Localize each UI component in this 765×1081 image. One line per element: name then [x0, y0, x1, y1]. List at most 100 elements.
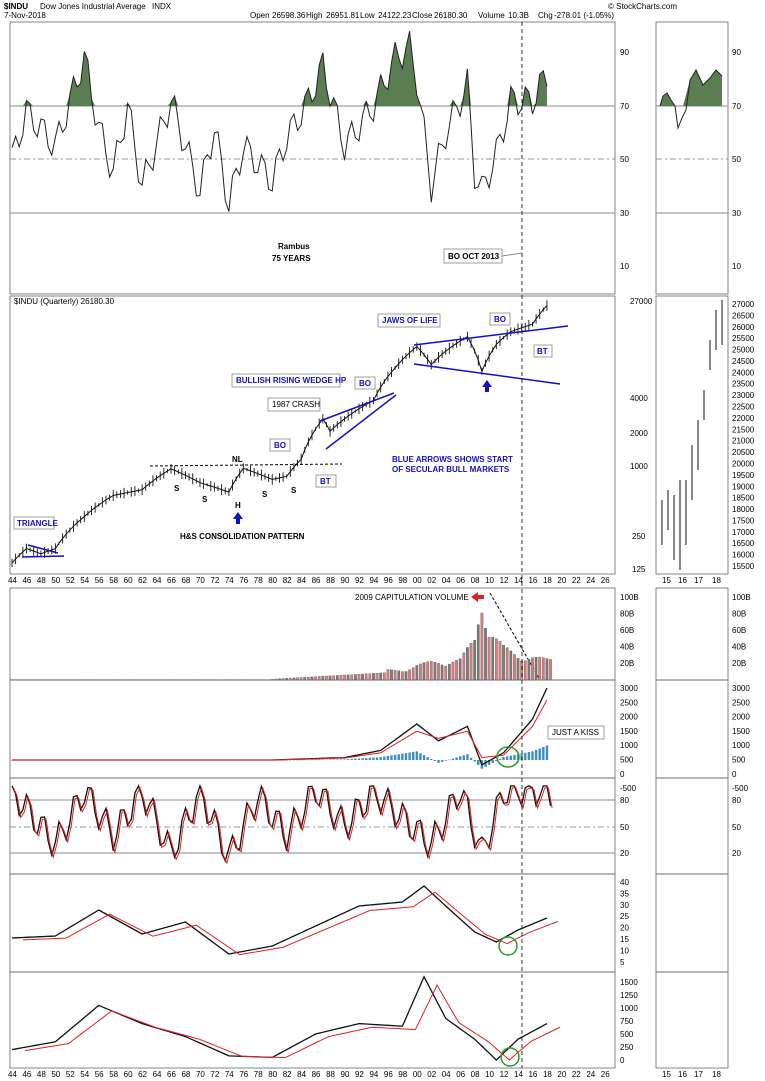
- x-tick-label: 24: [586, 576, 595, 585]
- volume-bar: [299, 677, 303, 681]
- svg-text:17: 17: [694, 1070, 703, 1079]
- red-arrow-icon: [471, 592, 484, 602]
- macd-tick-label: -500: [732, 784, 749, 793]
- x-axis-top: 44 46 48 50 52 54 56 58 60 62 64 66 68 70 72 74 76 78 80 82…: [8, 576, 610, 585]
- x-tick-label: 84: [297, 576, 306, 585]
- volume-label: Volume: [478, 11, 505, 20]
- indicator-1-tick-label: 10: [620, 946, 629, 955]
- volume-bar: [541, 657, 545, 681]
- x-tick-label: 62: [138, 576, 147, 585]
- macd-histogram-bar: [310, 759, 314, 761]
- svg-text:125: 125: [632, 565, 646, 574]
- triangle-upper-line: [27, 544, 59, 554]
- x-tick-label: 78: [254, 576, 263, 585]
- price-tick-label: 16000: [732, 551, 755, 560]
- macd-histogram-bar: [321, 759, 325, 761]
- volume-bar: [325, 675, 328, 681]
- volume-bar: [278, 678, 281, 681]
- close-value: 26180.30: [434, 11, 468, 20]
- macd-histogram-bar: [328, 759, 332, 761]
- jaws-label: JAWS OF LIFE: [382, 316, 438, 325]
- volume-bar: [494, 638, 498, 681]
- indicator-1-tick-label: 20: [620, 924, 629, 933]
- indicator-2-tick-label: 750: [620, 1017, 634, 1026]
- volume-bar: [527, 658, 531, 681]
- stoch-tick-label: 80: [732, 796, 741, 805]
- s-label-4: S: [291, 486, 297, 495]
- volume-bar: [404, 671, 408, 681]
- chg-label: Chg: [538, 11, 553, 20]
- volume-bar: [531, 657, 534, 681]
- low-label: Low: [360, 11, 375, 20]
- price-legend: $INDU (Quarterly) 26180.30: [14, 297, 115, 306]
- macd-histogram-bar: [469, 757, 473, 760]
- price-tick-label: 24000: [732, 368, 755, 377]
- triangle-lower-line: [21, 555, 65, 558]
- volume-bar: [314, 676, 317, 681]
- bt-label-2: BT: [537, 347, 548, 356]
- x-tick-label: 08: [471, 576, 480, 585]
- x-tick-label: 46: [22, 1070, 31, 1079]
- volume-bar: [505, 647, 509, 681]
- x-tick-label: 44: [8, 1070, 17, 1079]
- x-tick-label: 52: [66, 1070, 75, 1079]
- close-label: Close: [412, 11, 433, 20]
- macd-histogram-bar: [314, 759, 317, 761]
- volume-bar: [393, 670, 397, 681]
- macd-histogram-bar: [401, 753, 404, 760]
- s-label-1: S: [174, 484, 180, 493]
- price-tick-label: 27000: [732, 300, 755, 309]
- volume-bar: [502, 644, 505, 681]
- triangle-label: TRIANGLE: [17, 519, 59, 528]
- x-tick-label: 82: [283, 576, 292, 585]
- price-tick-label: 24500: [732, 357, 755, 366]
- macd-histogram-bar: [372, 757, 375, 760]
- macd-histogram-bar: [455, 757, 458, 760]
- macd-line: [12, 687, 548, 766]
- green-circle-icon: [500, 1047, 520, 1067]
- volume-bar: [382, 672, 386, 681]
- volume-bar: [332, 675, 336, 681]
- price-tick-label: 22000: [732, 414, 755, 423]
- macd-histogram-bar: [379, 757, 382, 760]
- indicator-line-2: [11, 975, 548, 1061]
- x-tick-label: 68: [181, 576, 190, 585]
- volume-bar: [433, 662, 437, 681]
- volume-bar: [386, 669, 390, 681]
- wedge-upper-line: [319, 392, 395, 422]
- macd-histogram-bar: [350, 758, 353, 760]
- macd-tick-label: 1000: [620, 741, 638, 750]
- volume-bar: [473, 639, 477, 681]
- macd-histogram-bar: [325, 759, 328, 761]
- x-tick-label: 08: [471, 1070, 480, 1079]
- mini-x-axis: 15 16 17 18 15 16 17 18: [662, 576, 721, 1079]
- volume-bar: [484, 628, 487, 681]
- macd-tick-label: 1000: [732, 741, 750, 750]
- macd-histogram-bar: [477, 760, 480, 766]
- price-tick-label: 19000: [732, 482, 755, 491]
- x-tick-label: 12: [500, 1070, 509, 1079]
- macd-histogram: [10, 745, 549, 769]
- volume-bar: [270, 679, 274, 681]
- kiss-circle-icon: [496, 746, 520, 768]
- macd-histogram-bar: [318, 759, 321, 761]
- x-tick-label: 60: [124, 576, 133, 585]
- volume-bar: [364, 673, 368, 681]
- x-tick-label: 86: [312, 576, 321, 585]
- high-label: High: [306, 11, 322, 20]
- bo-callout-3: [489, 312, 511, 326]
- macd-signal-line: [12, 699, 548, 761]
- x-tick-label: 00: [413, 1070, 422, 1079]
- crash-callout: [267, 397, 321, 412]
- macd-tick-label: -500: [620, 784, 637, 793]
- macd-tick-label: 2000: [732, 713, 750, 722]
- volume-tick-label: 20B: [620, 659, 634, 668]
- volume-tick-label: 100B: [620, 593, 639, 602]
- x-tick-label: 96: [384, 576, 393, 585]
- volume-bar: [538, 656, 542, 681]
- blue-arrow-icon: [233, 512, 243, 524]
- volume-bar: [513, 654, 516, 681]
- macd-histogram-bar: [292, 759, 296, 761]
- green-circle-icon: [498, 936, 518, 956]
- years-label: 75 YEARS: [272, 254, 311, 263]
